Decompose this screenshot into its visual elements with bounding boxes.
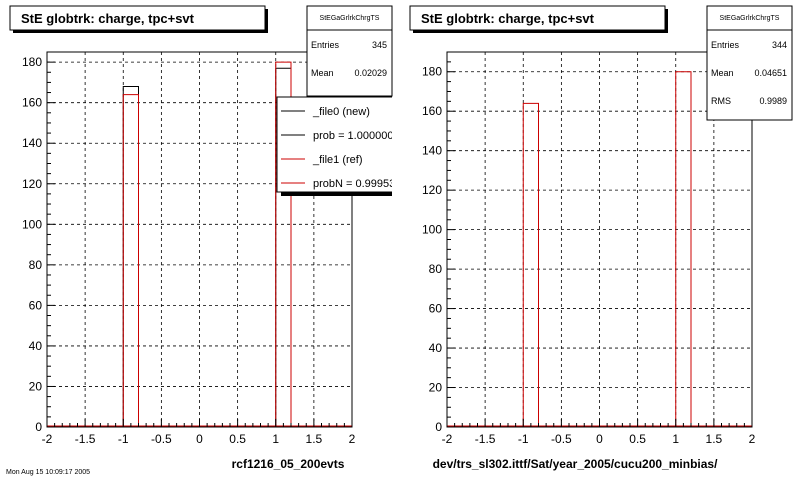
x-tick-label: 0	[596, 432, 603, 446]
y-tick-label: 40	[29, 339, 43, 353]
y-tick-label: 180	[422, 65, 442, 79]
y-tick-label: 140	[22, 136, 42, 150]
y-tick-label: 60	[429, 302, 443, 316]
y-tick-label: 100	[422, 223, 442, 237]
y-tick-label: 140	[422, 144, 442, 158]
x-tick-label: 1	[272, 432, 279, 446]
y-tick-label: 180	[22, 55, 42, 69]
x-tick-label: -1.5	[75, 432, 96, 446]
legend-box	[276, 96, 392, 193]
x-tick-label: 0.5	[629, 432, 646, 446]
y-tick-label: 160	[22, 96, 42, 110]
stats-title: StEGaGrlrkChrgTS	[720, 15, 780, 22]
stats-label: Entries	[711, 40, 740, 50]
x-tick-label: -2	[42, 432, 53, 446]
y-tick-label: 80	[429, 262, 443, 276]
stats-value: 345	[372, 40, 387, 50]
histogram-bar	[675, 71, 692, 427]
x-tick-label: -1	[118, 432, 129, 446]
y-tick-label: 160	[422, 104, 442, 118]
legend-label: _file0 (new)	[312, 106, 370, 118]
chart-title: StE globtrk: charge, tpc+svt	[21, 11, 195, 26]
x-tick-label: 2	[349, 432, 356, 446]
footer-timestamp: Mon Aug 15 10:09:17 2005	[6, 469, 90, 476]
left-histogram-panel: -2 -1.5 -1 -0.5 0 0.5 1 1.5 20204060801001201401…	[9, 5, 401, 471]
y-tick-label: 20	[429, 381, 443, 395]
x-tick-label: -1	[518, 432, 529, 446]
y-tick-label: 120	[422, 183, 442, 197]
stats-label: Entries	[311, 40, 340, 50]
legend-label: probN = 0.999530	[313, 178, 401, 190]
x-tick-label: -2	[442, 432, 453, 446]
x-tick-label: -0.5	[151, 432, 172, 446]
legend-label: prob = 1.000000	[313, 130, 393, 142]
title-box	[409, 5, 666, 31]
stats-title: StEGaGrlrkChrgTS	[320, 15, 380, 22]
y-tick-label: 0	[35, 420, 42, 434]
x-tick-label: -1.5	[475, 432, 496, 446]
x-tick-label: 0	[196, 432, 203, 446]
stats-box	[706, 5, 793, 121]
y-tick-label: 0	[435, 420, 442, 434]
x-tick-label: -0.5	[551, 432, 572, 446]
x-tick-label: 2	[749, 432, 756, 446]
histogram-bar	[122, 94, 139, 427]
stats-label: Mean	[711, 68, 734, 78]
histogram-bar	[522, 102, 539, 427]
legend-label: _file1 (ref)	[312, 154, 363, 166]
legend: _file0 (new) prob = 1.000000 _file1 (ref) p…	[276, 96, 401, 196]
x-axis-label: dev/trs_sl302.ittf/Sat/year_2005/cucu200…	[433, 457, 718, 471]
y-tick-label: 80	[29, 258, 43, 272]
stats-value: 344	[772, 40, 787, 50]
x-tick-label: 0.5	[229, 432, 246, 446]
title-box	[9, 5, 266, 31]
stats-value: 0.02029	[354, 68, 387, 78]
y-tick-label: 100	[22, 217, 42, 231]
x-tick-label: 1.5	[706, 432, 723, 446]
stats-box	[306, 5, 393, 97]
right-histogram-panel: -2 -1.5 -1 -0.5 0 0.5 1 1.5 20204060801001201401…	[409, 5, 793, 471]
chart-title: StE globtrk: charge, tpc+svt	[421, 11, 595, 26]
y-tick-label: 120	[22, 177, 42, 191]
y-tick-label: 40	[429, 341, 443, 355]
y-tick-label: 20	[29, 379, 43, 393]
stats-value: 0.9989	[759, 96, 787, 106]
x-axis-label: rcf1216_05_200evts	[232, 457, 345, 471]
histogram-bar	[275, 61, 292, 427]
stats-label: RMS	[711, 96, 731, 106]
y-tick-label: 60	[29, 298, 43, 312]
stats-label: Mean	[311, 68, 334, 78]
x-tick-label: 1.5	[306, 432, 323, 446]
x-tick-label: 1	[672, 432, 679, 446]
stats-value: 0.04651	[754, 68, 787, 78]
